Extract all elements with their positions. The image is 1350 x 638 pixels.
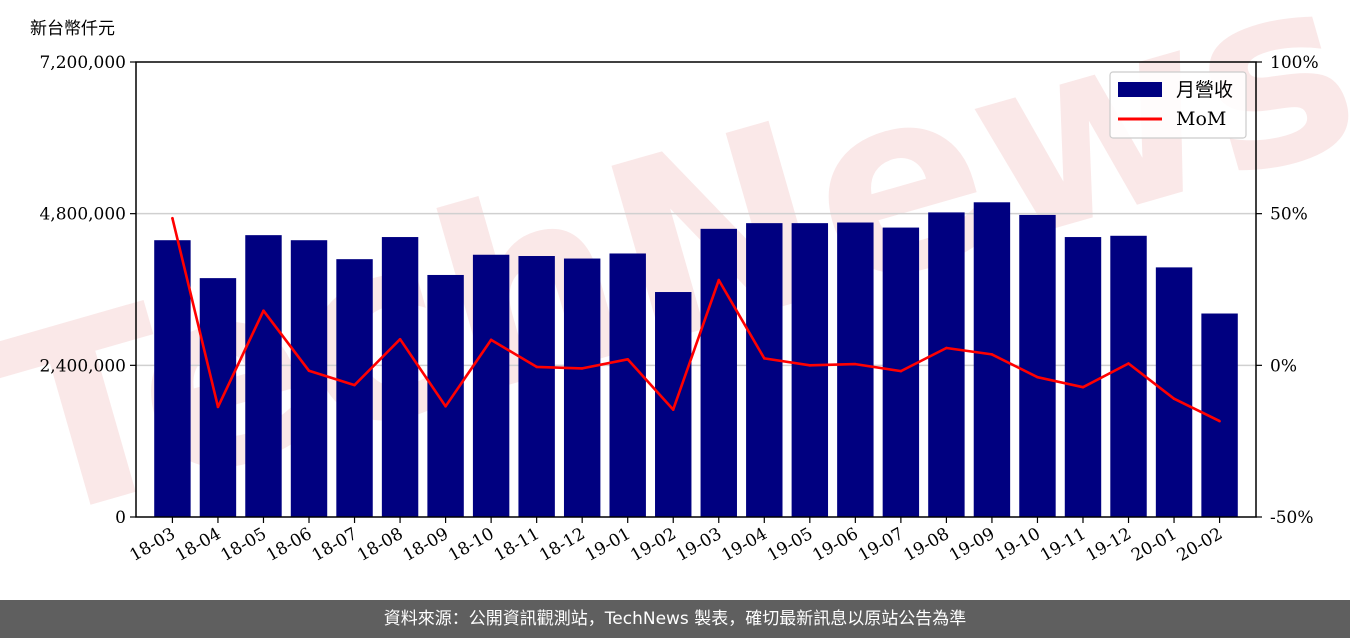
x-tick-label: 20-02 bbox=[1174, 524, 1226, 566]
plot-frame bbox=[135, 61, 1257, 518]
x-tick-label: 19-01 bbox=[582, 524, 634, 566]
mom-point-18-11 bbox=[535, 365, 538, 369]
bar-18-06 bbox=[290, 240, 328, 518]
bar-20-01 bbox=[1155, 267, 1193, 517]
mom-point-19-11 bbox=[1081, 385, 1085, 389]
bar-19-01 bbox=[609, 253, 646, 517]
mom-point-19-08 bbox=[945, 346, 948, 350]
x-tick-label: 18-08 bbox=[354, 524, 406, 566]
mom-point-19-09 bbox=[990, 353, 994, 356]
bar-18-05 bbox=[245, 235, 282, 517]
bar-18-09 bbox=[427, 274, 464, 517]
mom-point-20-02 bbox=[1218, 419, 1221, 423]
mom-line bbox=[171, 217, 1221, 423]
x-tick-label: 18-12 bbox=[536, 524, 588, 566]
left-axis-unit-label: 新台幣仟元 bbox=[30, 19, 115, 39]
x-tick-label: 19-12 bbox=[1083, 524, 1135, 566]
legend: 月營收 MoM bbox=[1109, 71, 1247, 139]
right-tick-label: 0% bbox=[1270, 356, 1297, 376]
bar-19-10 bbox=[1019, 214, 1056, 518]
bar-18-03 bbox=[154, 240, 191, 518]
x-tick-label: 19-02 bbox=[627, 524, 679, 566]
bar-19-05 bbox=[791, 223, 829, 518]
x-tick-label: 18-11 bbox=[491, 524, 543, 566]
mom-line-series bbox=[171, 216, 1221, 423]
bar-18-10 bbox=[472, 254, 510, 518]
bar-19-12 bbox=[1110, 235, 1147, 517]
mom-point-19-05 bbox=[808, 364, 812, 367]
mom-point-18-08 bbox=[398, 337, 402, 341]
x-tick-label: 18-10 bbox=[445, 524, 497, 566]
x-tick-label: 18-07 bbox=[309, 524, 361, 566]
source-footer: 資料來源：公開資訊觀測站，TechNews 製表，確切最新訊息以原站公告為準 bbox=[0, 600, 1350, 638]
bar-19-08 bbox=[928, 212, 965, 517]
x-tick-label: 19-03 bbox=[673, 524, 725, 566]
right-tick-label: 50% bbox=[1270, 205, 1308, 225]
x-tick-label: 19-06 bbox=[809, 524, 861, 566]
bar-19-04 bbox=[746, 223, 783, 518]
mom-point-19-02 bbox=[671, 408, 675, 411]
legend-bar-swatch bbox=[1118, 82, 1162, 97]
x-tick-label: 19-07 bbox=[855, 524, 907, 566]
bar-19-03 bbox=[700, 228, 737, 518]
x-tick-label: 19-09 bbox=[946, 524, 998, 566]
mom-point-19-04 bbox=[762, 357, 766, 360]
x-tick-label: 20-01 bbox=[1128, 524, 1180, 566]
left-tick-label: 0 bbox=[115, 508, 126, 528]
mom-point-18-10 bbox=[489, 338, 493, 342]
left-tick-label: 4,800,000 bbox=[39, 205, 126, 225]
x-tick-label: 18-06 bbox=[263, 524, 315, 566]
bar-19-06 bbox=[837, 222, 874, 517]
left-tick-label: 2,400,000 bbox=[39, 356, 126, 376]
mom-point-18-03 bbox=[171, 216, 174, 220]
x-tick-label: 19-10 bbox=[992, 524, 1044, 566]
bar-19-11 bbox=[1064, 237, 1102, 517]
mom-point-19-03 bbox=[717, 278, 721, 282]
mom-point-19-12 bbox=[1127, 362, 1130, 365]
right-tick-label: -50% bbox=[1270, 508, 1314, 528]
x-tick-label: 19-04 bbox=[718, 524, 770, 566]
x-tick-label: 19-08 bbox=[900, 524, 952, 566]
bar-19-02 bbox=[655, 292, 692, 517]
left-tick-label: 7,200,000 bbox=[39, 53, 126, 73]
mom-point-18-07 bbox=[353, 383, 356, 387]
chart: TechNews 02,400,0004,800,0007,200,000-50… bbox=[0, 0, 1350, 579]
right-tick-label: 100% bbox=[1270, 53, 1319, 73]
mom-point-19-07 bbox=[899, 369, 903, 373]
legend-line-label: MoM bbox=[1176, 108, 1226, 130]
mom-point-19-10 bbox=[1036, 375, 1039, 379]
bar-18-12 bbox=[563, 258, 601, 517]
x-tick-label: 19-11 bbox=[1037, 524, 1089, 566]
mom-point-18-04 bbox=[216, 405, 220, 409]
mom-point-20-01 bbox=[1172, 397, 1176, 401]
bar-18-11 bbox=[518, 256, 555, 517]
bar-18-08 bbox=[381, 237, 419, 517]
bar-18-04 bbox=[199, 278, 237, 517]
x-tick-label: 18-05 bbox=[218, 524, 270, 566]
bar-18-07 bbox=[336, 259, 373, 517]
mom-point-19-06 bbox=[854, 362, 857, 366]
mom-point-18-12 bbox=[580, 367, 584, 370]
x-tick-label: 18-09 bbox=[400, 524, 452, 566]
mom-point-18-09 bbox=[444, 404, 447, 408]
mom-point-18-06 bbox=[307, 369, 311, 373]
mom-point-19-01 bbox=[626, 357, 630, 361]
mom-point-18-05 bbox=[262, 309, 265, 313]
legend-bar-label: 月營收 bbox=[1176, 79, 1233, 101]
x-tick-label: 19-05 bbox=[764, 524, 816, 566]
